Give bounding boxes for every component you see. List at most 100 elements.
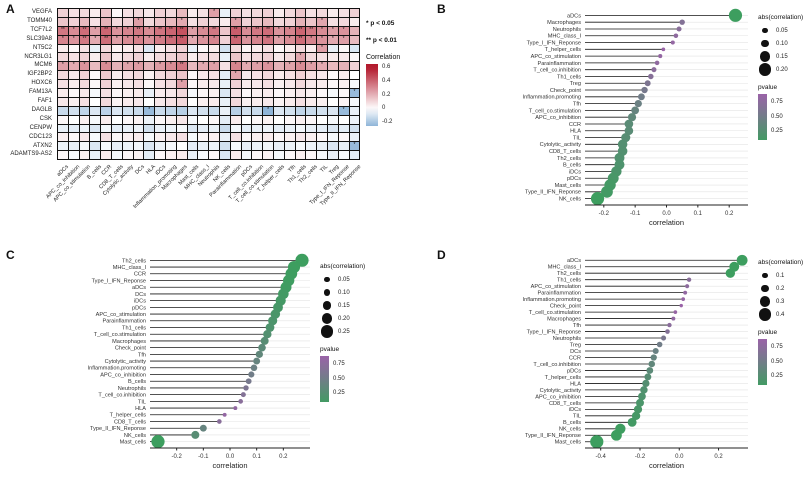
heatmap-cell: [306, 133, 317, 142]
heatmap-cell: [187, 115, 198, 124]
heatmap-cell: [252, 80, 263, 89]
heatmap-cell: [209, 97, 219, 106]
heatmap-cell: [306, 124, 317, 133]
y-axis-label: T_cell_co.stimulation: [529, 310, 581, 316]
heatmap-cell: [327, 44, 338, 53]
y-axis-label: Inflammation.promoting: [523, 95, 581, 101]
y-axis-label: Type_II_IFN_Reponse: [525, 433, 581, 439]
heatmap-cell: *: [198, 35, 209, 44]
lollipop-dot: [652, 347, 659, 355]
size-legend-circle: [761, 39, 769, 48]
heatmap-cell: [263, 97, 273, 106]
heatmap-cell: [111, 151, 122, 160]
heatmap-cell: [187, 71, 198, 80]
heatmap-cell: [198, 124, 209, 133]
size-legend-circle-box: [758, 63, 772, 76]
heatmap-cell: [144, 89, 155, 97]
significance-note-p01: ** p < 0.01: [366, 37, 397, 44]
heatmap-cell: [144, 80, 155, 89]
size-legend-circle: [761, 284, 769, 293]
heatmap-cell: *: [155, 62, 165, 71]
y-axis-label: MHC_class_I: [548, 34, 582, 40]
heatmap-legend: * p < 0.05 ** p < 0.01 Correlation 0.6 0.…: [366, 20, 430, 132]
heatmap-cell: [58, 106, 68, 115]
heatmap-cell: [273, 151, 284, 160]
x-axis-tick-label: 0.1: [694, 211, 703, 217]
panel-c-label: C: [6, 248, 15, 262]
heatmap-cell: [187, 133, 198, 142]
y-axis-label: Check_point: [550, 88, 582, 94]
heatmap-cell: [165, 89, 176, 97]
heatmap-cell: *: [122, 35, 133, 44]
heatmap-gene-label: SLC39A8: [26, 35, 52, 42]
colorbar-tick-label: 0.4: [382, 77, 391, 84]
heatmap-cell: [230, 89, 241, 97]
heatmap-cell: [122, 133, 133, 142]
size-legend-label: 0.10: [338, 289, 350, 296]
y-axis-label: Check_point: [115, 346, 147, 352]
y-axis-label: Th2_cells: [557, 156, 581, 162]
size-legend-rows-d: 0.1 0.2 0.3 0.4: [758, 269, 810, 321]
heatmap-cell: [165, 142, 176, 151]
lollipop-dot: [638, 392, 646, 401]
heatmap-cell: [295, 133, 306, 142]
heatmap-cell: [219, 106, 230, 115]
heatmap-cell: [219, 71, 230, 80]
panel-a: A VEGFA TOMM40 TCF7L2 SLC39A8 NT5C2 NCR3LG1 MC…: [0, 0, 430, 247]
size-legend-label: 0.10: [776, 40, 788, 47]
heatmap-cell: [306, 71, 317, 80]
heatmap-cell: [349, 133, 360, 142]
size-legend-label: 0.2: [776, 285, 785, 292]
heatmap-cell: *: [176, 80, 187, 89]
heatmap-cell: [133, 9, 144, 17]
heatmap-cell: [79, 80, 90, 89]
heatmap-cell: [317, 115, 327, 124]
heatmap-cell: [284, 89, 295, 97]
heatmap-cell: [252, 133, 263, 142]
heatmap-cell: [198, 151, 209, 160]
heatmap-cell: [165, 9, 176, 17]
lollipop-dot: [265, 323, 275, 332]
heatmap-cell: [165, 71, 176, 80]
heatmap-cell: [122, 151, 133, 160]
heatmap-cell: [111, 133, 122, 142]
heatmap-cell: [273, 115, 284, 124]
heatmap-cell: [176, 115, 187, 124]
heatmap-cell: [219, 115, 230, 124]
heatmap-cell: [273, 71, 284, 80]
heatmap-cell: [68, 106, 79, 115]
heatmap-cell: [187, 89, 198, 97]
heatmap-cell: *: [187, 26, 198, 35]
heatmap-cell: *: [263, 62, 273, 71]
y-axis-label: Inflammation.promoting: [88, 366, 146, 372]
heatmap-cell: [349, 35, 360, 44]
legend-b: abs(correlation) 0.05 0.10 0.15 0.20 pvalue…: [758, 14, 810, 146]
heatmap-cell: **: [155, 26, 165, 35]
heatmap-cell: [165, 151, 176, 160]
heatmap-cell: [284, 151, 295, 160]
heatmap-cell: [284, 106, 295, 115]
heatmap-cell: [176, 151, 187, 160]
heatmap-cell: [338, 71, 349, 80]
heatmap-cell: [349, 80, 360, 89]
y-axis-label: HLA: [135, 406, 146, 412]
lollipop-dot: [590, 192, 605, 206]
correlation-colorbar: [366, 64, 378, 126]
lollipop-dot: [617, 139, 628, 150]
heatmap-cell: [68, 89, 79, 97]
heatmap-cell: *: [198, 62, 209, 71]
heatmap-cell: [306, 53, 317, 62]
heatmap-gene-label: ADAMTS9-AS2: [10, 151, 52, 158]
heatmap-cell: [338, 9, 349, 17]
size-legend-row: 0.10: [758, 37, 810, 50]
y-axis-label: Parainflammation: [537, 291, 581, 297]
heatmap-cell: [327, 89, 338, 97]
heatmap-cell: [209, 89, 219, 97]
lollipop-dot: [624, 119, 634, 129]
heatmap-cell: [284, 9, 295, 17]
heatmap-cell: [101, 106, 111, 115]
x-axis-tick-label: 0.0: [675, 454, 684, 460]
y-axis-label: aDCs: [567, 258, 581, 264]
heatmap-cell: [111, 89, 122, 97]
heatmap-cell: [219, 35, 230, 44]
